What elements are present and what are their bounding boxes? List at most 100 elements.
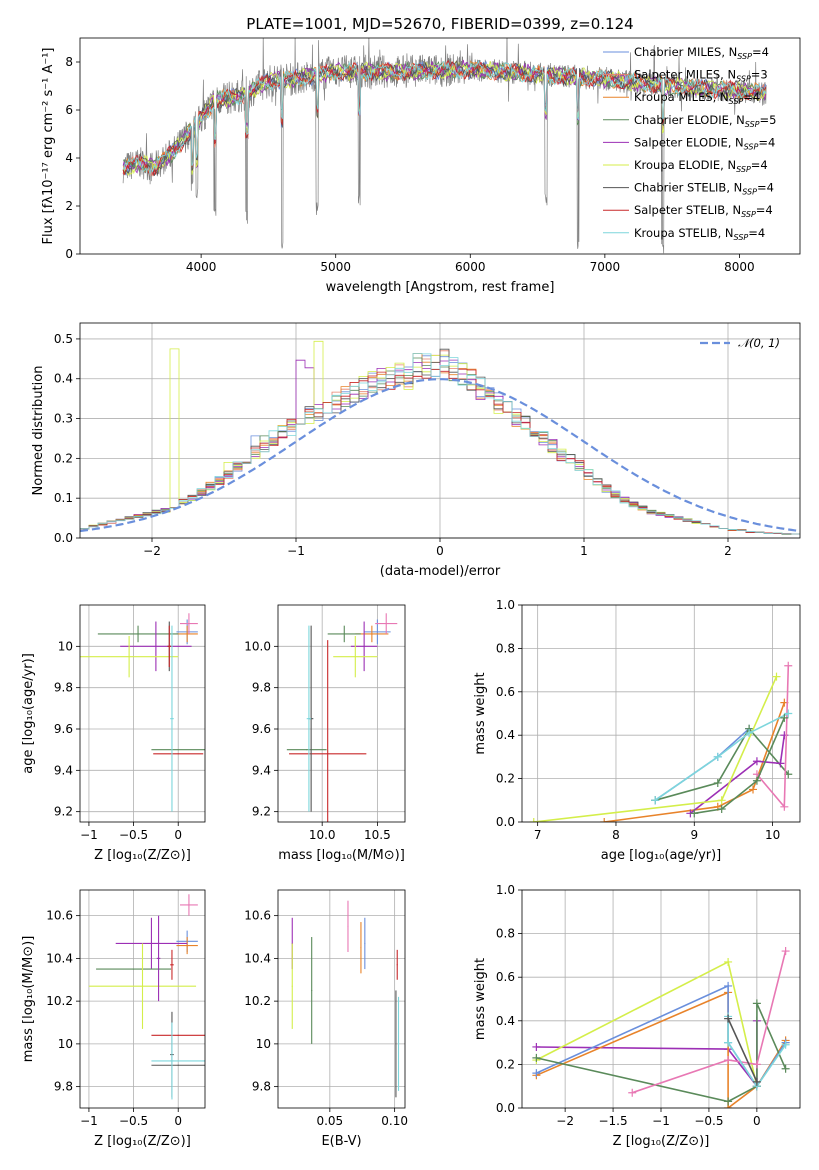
y-tick-label: 10.4 <box>244 951 271 965</box>
y-tick-label: 0.0 <box>54 531 73 545</box>
model-line-7 <box>122 59 767 177</box>
x-tick-label: −1 <box>80 1114 98 1128</box>
y-tick-label: 10.2 <box>244 994 271 1008</box>
weight-line-7 <box>727 1018 758 1083</box>
y-tick-label: 1.0 <box>496 598 515 612</box>
y-tick-label: 6 <box>65 103 73 117</box>
plot-area <box>88 894 205 1100</box>
data-point-0 <box>376 631 378 633</box>
plot-mass_vs_EBV: 0.05 0.10 9.8 10 10.2 10.4 10.6 E(B-V) <box>244 889 408 1149</box>
x-tick-label: −0.5 <box>119 1114 148 1128</box>
data-point-6 <box>168 645 170 647</box>
weight-marker-4 <box>529 818 538 822</box>
data-point-6 <box>177 1034 179 1036</box>
data-point-6 <box>306 749 308 751</box>
legend-text: Kroupa STELIB, N <box>634 226 734 240</box>
plot-mass_vs_Z: −1 −0.5 0 9.8 10 10.2 10.4 10.6 Z [log₁₀(Z/Z⊙)] m… <box>21 889 206 1149</box>
legend-text: Kroupa MILES, N <box>634 90 729 104</box>
y-tick-label: 10 <box>256 1037 271 1051</box>
weight-line-3 <box>689 735 786 814</box>
weight-marker-1 <box>749 785 758 794</box>
x-tick-label: 7 <box>534 828 542 842</box>
y-axis-label: age [log₁₀(age/yr)] <box>21 653 36 774</box>
x-axis-label: Z [log₁₀(Z/Z⊙)] <box>94 1134 191 1149</box>
data-point-3 <box>347 925 349 927</box>
data-point-10 <box>171 718 173 720</box>
legend-subscript: SSP <box>744 142 759 151</box>
weight-marker-5 <box>752 1060 761 1069</box>
x-tick-label: 10.0 <box>309 828 336 842</box>
legend-tail: =4 <box>752 45 769 59</box>
y-tick-label: 9.8 <box>252 681 271 695</box>
y-tick-label: 10.6 <box>244 909 271 923</box>
weight-marker-6 <box>724 1038 733 1047</box>
data-point-6 <box>396 964 398 966</box>
legend-label-normal: 𝒩(0, 1) <box>738 336 780 350</box>
x-axis-label: E(B-V) <box>321 1134 361 1149</box>
legend-text: Salpeter STELIB, N <box>634 203 741 217</box>
data-point-7 <box>177 1064 179 1066</box>
y-tick-label: 9.2 <box>252 805 271 819</box>
weight-marker-3 <box>776 759 785 768</box>
data-point-1 <box>291 985 293 987</box>
y-tick-label: 10 <box>58 639 73 653</box>
legend-subscript: SSP <box>729 97 744 106</box>
weight-marker-7 <box>752 1077 761 1086</box>
figure-title: PLATE=1001, MJD=52670, FIBERID=0399, z=0… <box>246 15 633 33</box>
weight-marker-7 <box>717 804 726 813</box>
data-point-8 <box>177 749 179 751</box>
y-tick-label: 9.2 <box>54 805 73 819</box>
data-point-2 <box>137 633 139 635</box>
y-tick-label: 9.6 <box>252 722 271 736</box>
data-point-4 <box>354 656 356 658</box>
y-tick-label: 9.4 <box>54 763 73 777</box>
weight-marker-6 <box>651 796 660 805</box>
weight-marker-4 <box>724 1097 733 1106</box>
data-point-2 <box>343 633 345 635</box>
weight-marker-6 <box>713 752 722 761</box>
legend-entry-5: Kroupa ELODIE, NSSP=4 <box>634 158 768 174</box>
x-tick-label: −2 <box>143 544 161 558</box>
data-point-9 <box>308 718 310 720</box>
x-tick-label: 6000 <box>455 260 486 274</box>
legend-entry-8: Kroupa STELIB, NSSP=4 <box>634 226 765 242</box>
data-point-8 <box>397 1043 400 1045</box>
legend-tail: =3 <box>751 68 768 82</box>
y-tick-label: 4 <box>65 151 73 165</box>
y-tick-label: 10 <box>58 1037 73 1051</box>
x-tick-label: −1 <box>287 544 305 558</box>
data-point-9 <box>157 957 160 959</box>
plot-spectrum: 4000 5000 6000 7000 8000 0 2 4 6 8 wavelength [Ang… <box>41 37 801 295</box>
legend-entry-1: Salpeter MILES, NSSP=3 <box>634 68 768 84</box>
x-axis-label: wavelength [Angstrom, rest frame] <box>326 280 555 295</box>
x-tick-label: 9 <box>690 828 698 842</box>
x-axis-label: mass [log₁₀(M/M⊙)] <box>278 848 405 863</box>
axes-frame <box>277 604 406 823</box>
x-tick-label: −1 <box>652 1114 670 1128</box>
legend-subscript: SSP <box>742 188 757 197</box>
axes-frame <box>79 37 801 255</box>
weight-marker-5 <box>628 1088 637 1097</box>
weight-marker-6 <box>781 1040 790 1049</box>
data-point-7 <box>395 1043 397 1045</box>
data-point-4 <box>141 985 144 987</box>
x-tick-label: 5000 <box>320 260 351 274</box>
weight-marker-3 <box>724 981 733 990</box>
plot-age_vs_mass: 10.0 10.5 9.2 9.4 9.6 9.8 10.0 mass [log₁₀(M/M⊙… <box>244 604 406 863</box>
x-tick-label: 8 <box>612 828 620 842</box>
y-tick-label: 9.4 <box>252 763 271 777</box>
legend-entry-0: Chabrier MILES, NSSP=4 <box>634 45 769 61</box>
x-tick-label: 0 <box>174 828 182 842</box>
axes-frame <box>79 604 206 823</box>
weight-marker-5 <box>724 1056 733 1065</box>
y-axis-label: mass weight <box>473 672 488 754</box>
y-tick-label: 0.6 <box>496 685 515 699</box>
data-point-5 <box>188 904 190 906</box>
y-tick-label: 9.8 <box>252 1080 271 1094</box>
data-point-1 <box>186 944 188 947</box>
weight-marker-1 <box>600 818 609 822</box>
x-tick-label: −0.5 <box>694 1114 723 1128</box>
x-tick-label: 0 <box>436 544 444 558</box>
y-tick-label: 10.0 <box>244 639 271 653</box>
y-tick-label: 0.4 <box>54 372 73 386</box>
